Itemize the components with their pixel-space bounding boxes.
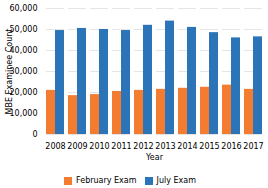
- svg-text:50,000: 50,000: [9, 25, 38, 35]
- svg-text:2016: 2016: [221, 142, 241, 151]
- svg-text:2013: 2013: [155, 142, 175, 151]
- svg-text:40,000: 40,000: [9, 46, 38, 56]
- svg-text:MBE Examinee Count: MBE Examinee Count: [5, 29, 14, 115]
- html-text:February Exam: February Exam: [76, 176, 137, 185]
- svg-text:2008: 2008: [45, 142, 65, 151]
- svg-text:Year: Year: [145, 153, 164, 162]
- svg-text:60,000: 60,000: [10, 4, 38, 13]
- svg-text:10,000: 10,000: [9, 109, 38, 119]
- svg-text:2015: 2015: [199, 142, 219, 151]
- svg-text:30,000: 30,000: [9, 67, 38, 77]
- svg-text:2009: 2009: [67, 142, 87, 151]
- svg-text:2017: 2017: [243, 142, 263, 151]
- svg-text:2014: 2014: [177, 142, 197, 151]
- svg-text:2012: 2012: [133, 142, 153, 151]
- svg-text:2010: 2010: [89, 142, 109, 151]
- svg-text:2011: 2011: [111, 142, 131, 151]
- html-text:July Exam: July Exam: [156, 176, 196, 185]
- svg-text:20,000: 20,000: [9, 88, 38, 98]
- svg-text:0: 0: [32, 130, 37, 139]
